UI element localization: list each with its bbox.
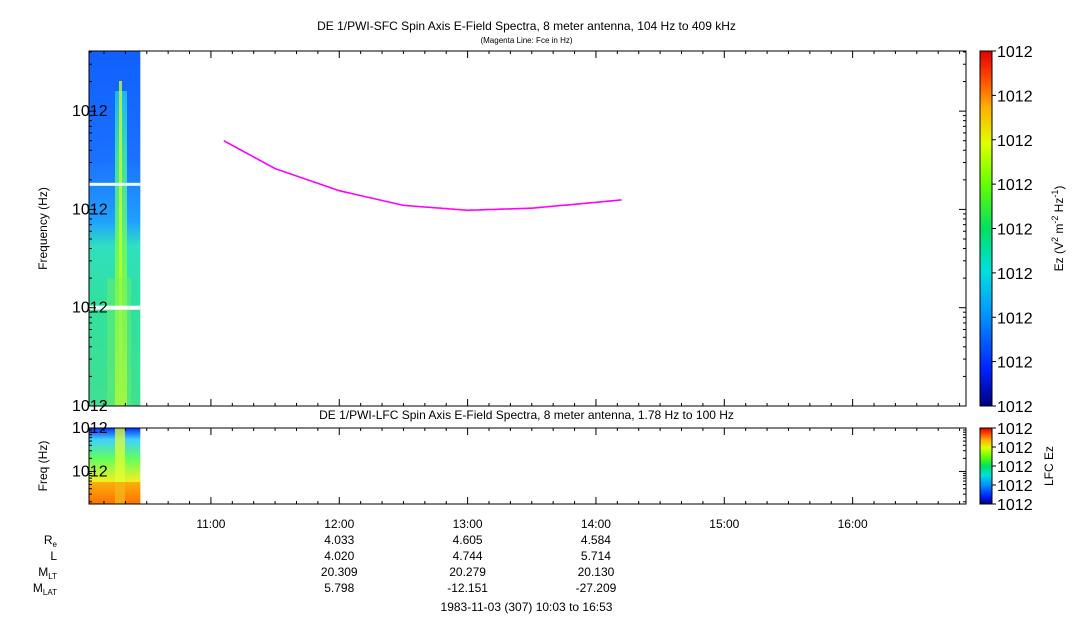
x-tick-label-1400: 14:00 bbox=[581, 517, 611, 531]
lfc-colorbar-title: LFC Ez bbox=[1042, 446, 1056, 486]
x-tick-label-1300: 13:00 bbox=[453, 517, 483, 531]
x-tick-label-1200: 12:00 bbox=[324, 517, 354, 531]
undefined: 1012 bbox=[997, 44, 1033, 61]
lfc-colorbar bbox=[979, 427, 993, 505]
undefined: 1012 bbox=[72, 300, 108, 317]
undefined: 1012 bbox=[997, 222, 1033, 239]
ephemeris-value: 4.020 bbox=[324, 549, 354, 563]
undefined: 1012 bbox=[997, 310, 1033, 327]
sfc-spectrogram-data bbox=[89, 51, 141, 406]
sfc-plot-frame bbox=[88, 50, 967, 407]
x-tick-label-1100: 11:00 bbox=[196, 517, 225, 531]
undefined: 1012 bbox=[72, 463, 108, 480]
undefined: 1012 bbox=[72, 103, 108, 120]
ephemeris-value: 20.309 bbox=[321, 565, 358, 579]
lfc-y-axis-label: Freq (Hz) bbox=[36, 441, 50, 492]
ephemeris-value: 4.584 bbox=[581, 533, 611, 547]
x-tick-label-1600: 16:00 bbox=[838, 517, 868, 531]
ephemeris-value: 5.798 bbox=[324, 581, 354, 595]
undefined: 1012 bbox=[997, 478, 1033, 495]
undefined: 1012 bbox=[997, 399, 1033, 416]
undefined: 1012 bbox=[997, 88, 1033, 105]
ephemeris-row-label: MLT bbox=[38, 565, 57, 581]
undefined: 1012 bbox=[997, 497, 1033, 514]
lfc-plot-frame bbox=[88, 427, 967, 505]
figure-title: DE 1/PWI-SFC Spin Axis E-Field Spectra, … bbox=[317, 19, 736, 33]
figure-subtitle: (Magenta Line: Fce in Hz) bbox=[480, 36, 573, 45]
ephemeris-value: 4.605 bbox=[453, 533, 483, 547]
footer-date-range: 1983-11-03 (307) 10:03 to 16:53 bbox=[440, 600, 613, 614]
undefined: 1012 bbox=[997, 440, 1033, 457]
undefined: 1012 bbox=[997, 459, 1033, 476]
ephemeris-value: 5.714 bbox=[581, 549, 611, 563]
ephemeris-value: -27.209 bbox=[576, 581, 617, 595]
sfc-colorbar bbox=[979, 50, 993, 407]
lfc-burst-emission bbox=[115, 428, 125, 504]
undefined: 1012 bbox=[997, 177, 1033, 194]
ephemeris-row-label: Re bbox=[44, 533, 58, 549]
ephemeris-row-label: L bbox=[50, 549, 57, 563]
ephemeris-value: 20.130 bbox=[578, 565, 615, 579]
ephemeris-row-label: MLAT bbox=[33, 581, 57, 597]
fce-magenta-line bbox=[223, 140, 622, 212]
sfc-data-gap-band bbox=[89, 182, 141, 186]
undefined: 1012 bbox=[997, 266, 1033, 283]
undefined: 1012 bbox=[72, 201, 108, 218]
sfc-colorbar-title: Ez (V2 m-2 Hz-1) bbox=[1050, 186, 1066, 272]
sfc-data-gap-band bbox=[89, 305, 141, 310]
undefined: 1012 bbox=[997, 133, 1033, 150]
ephemeris-value: 4.744 bbox=[453, 549, 483, 563]
ephemeris-value: -12.151 bbox=[447, 581, 488, 595]
undefined: 1012 bbox=[997, 421, 1033, 438]
undefined: 1012 bbox=[72, 398, 108, 415]
lfc-lowfreq-intensity bbox=[89, 482, 141, 504]
sfc-burst-core bbox=[119, 81, 122, 406]
ephemeris-value: 20.279 bbox=[449, 565, 486, 579]
x-tick-label-1500: 15:00 bbox=[709, 517, 739, 531]
lfc-panel-title: DE 1/PWI-LFC Spin Axis E-Field Spectra, … bbox=[319, 408, 734, 422]
sfc-y-axis-label: Frequency (Hz) bbox=[36, 187, 50, 270]
undefined: 1012 bbox=[997, 355, 1033, 372]
undefined: 1012 bbox=[72, 420, 108, 437]
sfc-lowfreq-enhancement bbox=[107, 278, 131, 406]
ephemeris-value: 4.033 bbox=[324, 533, 354, 547]
